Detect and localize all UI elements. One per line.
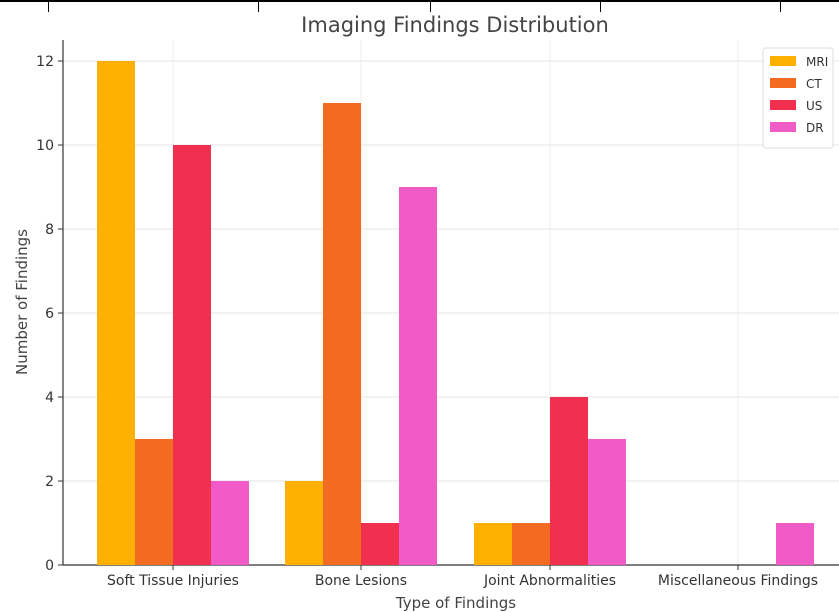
- y-axis-label: Number of Findings: [13, 229, 31, 375]
- y-tick-label: 8: [45, 222, 54, 238]
- y-tick-label: 6: [45, 306, 54, 322]
- bar-mri: [285, 481, 323, 565]
- x-tick-label: Joint Abnormalities: [483, 573, 616, 589]
- bar-mri: [474, 523, 512, 565]
- bar-dr: [211, 481, 249, 565]
- legend: MRI CT US DR: [762, 47, 834, 149]
- x-tick-label: Bone Lesions: [315, 573, 407, 589]
- bar-us: [361, 523, 399, 565]
- legend-swatch-ct: [770, 78, 796, 88]
- y-tick-label: 0: [45, 558, 54, 574]
- legend-label-ct: CT: [806, 77, 822, 91]
- legend-label-mri: MRI: [806, 55, 828, 69]
- bar-ct: [135, 439, 173, 565]
- bar-dr: [776, 523, 814, 565]
- y-tick-label: 12: [36, 54, 54, 70]
- bar-mri: [97, 61, 135, 565]
- x-tick-label: Miscellaneous Findings: [658, 573, 818, 589]
- legend-swatch-dr: [770, 122, 796, 132]
- legend-label-dr: DR: [806, 121, 824, 135]
- top-tick: [258, 0, 259, 12]
- bar-dr: [399, 187, 437, 565]
- bar-us: [550, 397, 588, 565]
- bar-us: [173, 145, 211, 565]
- legend-swatch-mri: [770, 56, 796, 66]
- bar-ct: [512, 523, 550, 565]
- x-tick-label: Soft Tissue Injuries: [107, 573, 239, 589]
- y-tick-label: 4: [45, 390, 54, 406]
- top-tick: [430, 0, 431, 12]
- top-tick: [48, 0, 49, 12]
- top-tick: [600, 0, 601, 12]
- y-tick-label: 10: [36, 138, 54, 154]
- bars: [97, 61, 814, 565]
- x-ticks: Soft Tissue Injuries Bone Lesions Joint Ab…: [107, 565, 818, 589]
- chart-title: Imaging Findings Distribution: [301, 13, 609, 37]
- x-axis-label: Type of Findings: [395, 594, 516, 612]
- bar-ct: [323, 103, 361, 565]
- legend-label-us: US: [806, 99, 822, 113]
- bar-dr: [588, 439, 626, 565]
- legend-swatch-us: [770, 100, 796, 110]
- y-tick-label: 2: [45, 474, 54, 490]
- top-tick: [780, 0, 781, 12]
- top-border: [0, 0, 839, 2]
- y-ticks: 0 2 4 6 8 10 12: [36, 54, 63, 574]
